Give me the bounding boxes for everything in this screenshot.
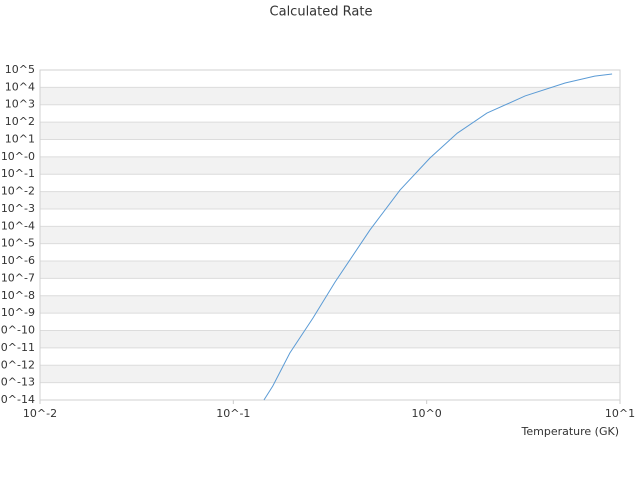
y-tick-label: 10^4 bbox=[5, 80, 35, 93]
y-tick-label: 10^-12 bbox=[0, 358, 35, 371]
y-tick-label: 10^-5 bbox=[1, 237, 35, 250]
data-line bbox=[263, 73, 613, 401]
y-tick-label: 10^-1 bbox=[1, 167, 35, 180]
y-tick-label: 10^2 bbox=[5, 115, 35, 128]
x-tick-label: 10^-1 bbox=[216, 407, 250, 420]
chart-title: Calculated Rate bbox=[270, 5, 373, 20]
y-tick-label: 10^-3 bbox=[1, 202, 35, 215]
x-tick-label: 10^-2 bbox=[23, 407, 57, 420]
y-tick-label: 10^-2 bbox=[1, 185, 35, 198]
y-tick-label: 10^-10 bbox=[0, 324, 35, 337]
y-tick-label: 10^-4 bbox=[1, 219, 35, 232]
y-tick-label: 10^-11 bbox=[0, 341, 35, 354]
y-tick-label: 10^-6 bbox=[1, 254, 35, 267]
y-tick-label: 10^-9 bbox=[1, 306, 35, 319]
grid-band bbox=[40, 261, 620, 279]
grid-band bbox=[40, 330, 620, 348]
x-tick-label: 10^0 bbox=[412, 407, 442, 420]
grid-band bbox=[40, 365, 620, 383]
y-tick-label: 10^-0 bbox=[1, 150, 35, 163]
grid-band bbox=[40, 226, 620, 244]
plot-frame bbox=[39, 69, 621, 401]
grid-band bbox=[40, 122, 620, 140]
y-tick-label: 10^-8 bbox=[1, 289, 35, 302]
grid-band bbox=[40, 295, 620, 314]
grid-band bbox=[40, 156, 620, 175]
y-tick-label: 10^-13 bbox=[0, 376, 35, 389]
grid-band bbox=[40, 87, 620, 105]
x-axis-label: Temperature (GK) bbox=[521, 425, 620, 438]
y-tick-label: 10^-14 bbox=[0, 393, 35, 406]
y-tick-label: 10^1 bbox=[5, 132, 35, 145]
grid-band bbox=[40, 191, 620, 209]
y-tick-label: 10^5 bbox=[5, 63, 35, 76]
y-tick-label: 10^-7 bbox=[1, 271, 35, 284]
y-tick-label: 10^3 bbox=[5, 98, 35, 111]
x-tick-label: 10^1 bbox=[605, 407, 635, 420]
